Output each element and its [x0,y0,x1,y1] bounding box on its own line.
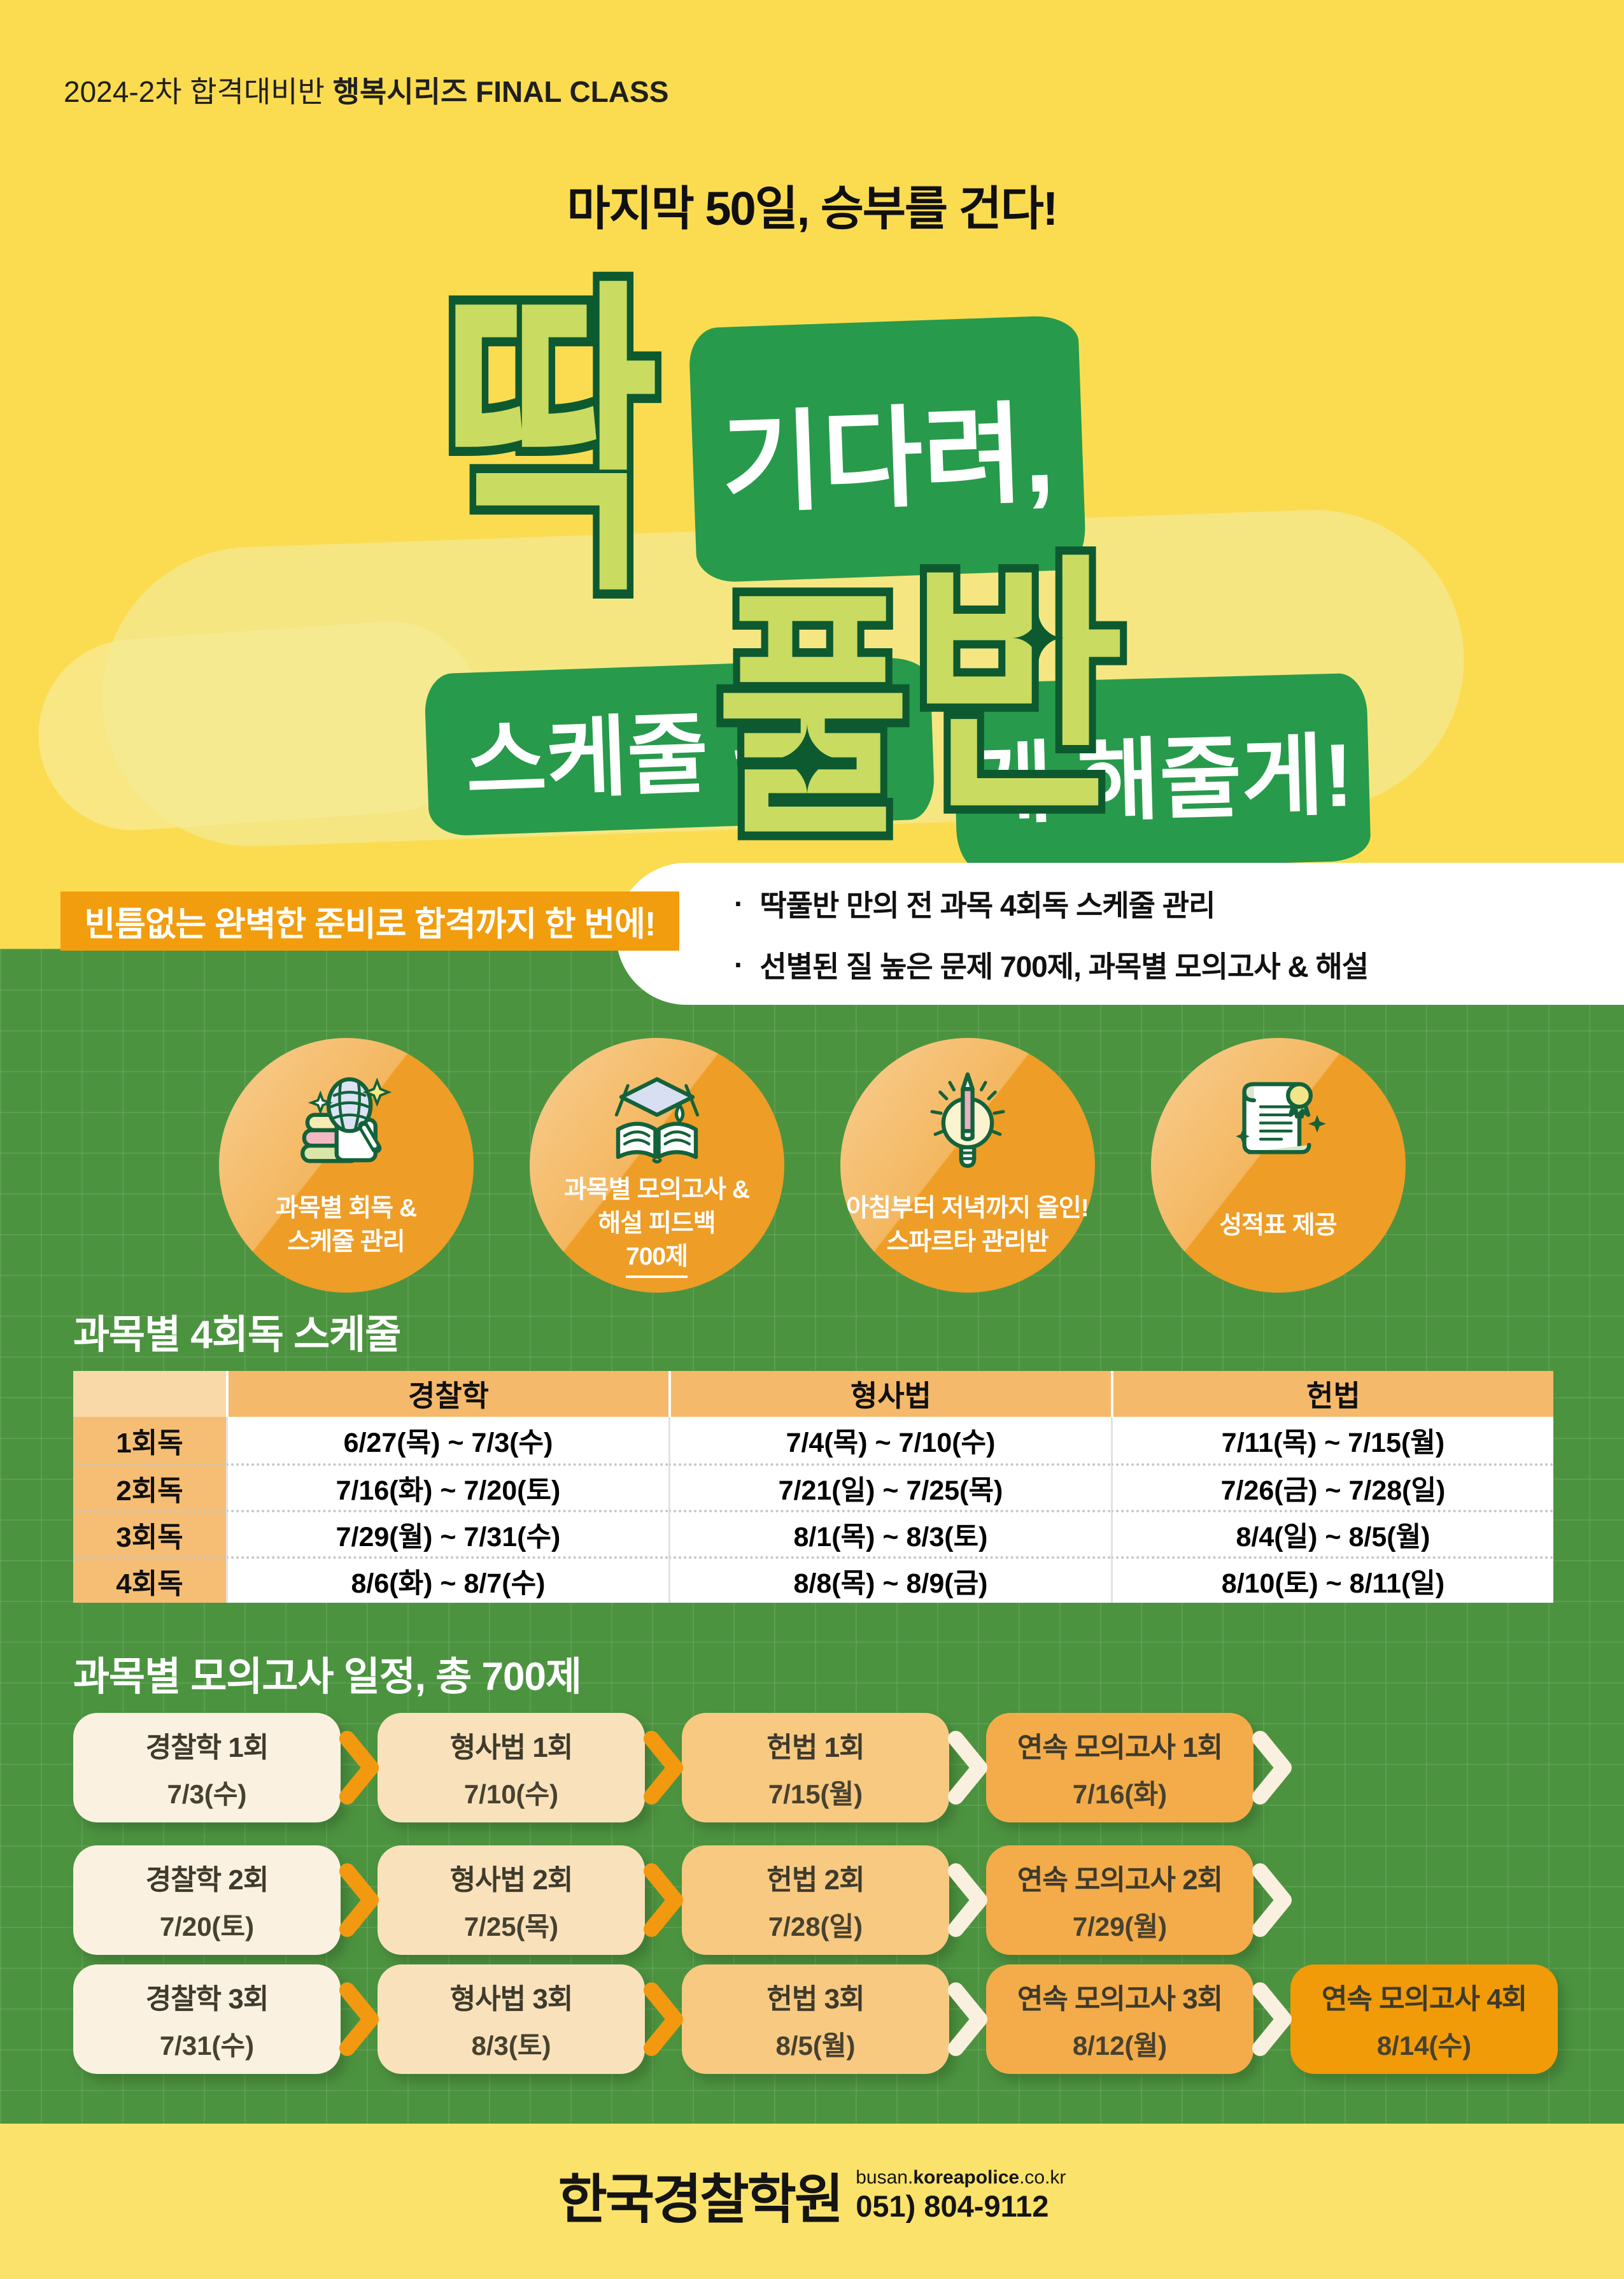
gradcap-book-icon [600,1065,714,1178]
table-row: 3회독 7/29(월) ~ 7/31(수) 8/1(목) ~ 8/3(토) 8/… [73,1510,1553,1556]
mock-exam-chip: 형사법 1회 7/10(수) [378,1713,645,1822]
feature-label: 아침부터 저녁까지 올인! 스파르타 관리반 [846,1195,1089,1256]
footer: 한국경찰학원 busan.koreapolice.co.kr 051) 804-… [0,2124,1624,2279]
mock-exam-chip: 경찰학 1회 7/3(수) [73,1713,341,1822]
chevron-right-icon [938,1859,997,1942]
books-magnifier-icon [290,1065,403,1178]
mock-exam-chip: 경찰학 3회 7/31(수) [73,1964,341,2074]
table-row: 1회독 6/27(목) ~ 7/3(수) 7/4(목) ~ 7/10(수) 7/… [73,1417,1553,1463]
sparkle-icon: ✦ [1009,600,1068,679]
mock-exam-chip: 경찰학 2회 7/20(토) [73,1845,341,1955]
brush-highlight-decoration-small [32,614,490,837]
schedule-table: 경찰학 형사법 헌법 1회독 6/27(목) ~ 7/3(수) 7/4(목) ~… [73,1371,1553,1603]
benefit-bullet: · 딱풀반 만의 전 과목 4회독 스케줄 관리 [734,883,1624,925]
table-header-row: 경찰학 형사법 헌법 [73,1371,1553,1417]
table-row: 4회독 8/6(화) ~ 8/7(수) 8/8(목) ~ 8/9(금) 8/10… [73,1556,1553,1603]
feature-label: 과목별 모의고사 & 해설 피드백 700제 [564,1176,750,1278]
chevron-right-icon [1243,1859,1301,1942]
chevron-right-icon [634,1859,693,1942]
feature-circles-row: 과목별 회독 & 스케줄 관리 [0,1038,1624,1293]
mock-exam-chip: 형사법 2회 7/25(목) [378,1845,645,1955]
mock-exam-row-3: 경찰학 3회 7/31(수) 형사법 3회 8/3(토) 헌법 3회 8/5(월… [73,1964,1558,2074]
green-section: 과목별 회독 & 스케줄 관리 [0,949,1624,2124]
mock-exam-row-2: 경찰학 2회 7/20(토) 형사법 2회 7/25(목) 헌법 2회 7/28… [73,1845,1292,1955]
benefit-bullet: · 선별된 질 높은 문제 700제, 과목별 모의고사 & 해설 [734,944,1624,986]
chevron-right-icon [330,1978,388,2061]
table-column-header: 경찰학 [226,1371,668,1417]
table-corner-cell [73,1371,226,1417]
bullet-dot: · [734,886,744,920]
mock-exam-chip: 헌법 1회 7/15(월) [682,1713,949,1822]
tagline: 마지막 50일, 승부를 건다! [567,182,1059,235]
course-header-suffix: FINAL CLASS [467,75,669,108]
chevron-right-icon [938,1978,997,2061]
sparkle-icon: ✦ [767,707,847,814]
feature-label: 성적표 제공 [1219,1211,1337,1239]
chevron-right-icon [634,1726,693,1809]
bullet-dot: · [734,948,744,981]
mock-exam-chip: 헌법 2회 7/28(일) [682,1845,949,1955]
chevron-right-icon [634,1978,693,2061]
chevron-right-icon [330,1726,388,1809]
table-row: 2회독 7/16(화) ~ 7/20(토) 7/21(일) ~ 7/25(목) … [73,1463,1553,1510]
ddakpul-logo: 딱 딱 기다려, 풀 풀 게 해줄게! 스케줄 관리 반 반 ✦ ✦ [32,271,1469,872]
phone-number: 051) 804-9112 [856,2189,1049,2223]
schedule-table-title: 과목별 4회독 스케줄 [73,1313,401,1357]
feature-circle-review: 과목별 회독 & 스케줄 관리 [218,1038,474,1293]
footer-contact: busan.koreapolice.co.kr 051) 804-9112 [856,2167,1066,2224]
chevron-right-icon [938,1726,997,1809]
course-header-series: 행복시리즈 [332,75,468,108]
chevron-right-icon [330,1859,388,1942]
benefit-text: 딱풀반 만의 전 과목 4회독 스케줄 관리 [759,888,1215,922]
mock-exam-chip: 연속 모의고사 4회 8/14(수) [1290,1964,1558,2074]
feature-circle-mock-exam: 과목별 모의고사 & 해설 피드백 700제 [529,1038,784,1293]
website-url: busan.koreapolice.co.kr [856,2167,1066,2188]
mock-exam-chip: 헌법 3회 8/5(월) [682,1964,949,2074]
bulb-pencil-icon [911,1065,1024,1178]
certificate-icon [1222,1065,1335,1178]
mock-exam-chip: 연속 모의고사 2회 7/29(월) [986,1845,1253,1955]
course-header-prefix: 2024-2차 합격대비반 [64,75,333,108]
mock-exam-row-1: 경찰학 1회 7/3(수) 형사법 1회 7/10(수) 헌법 1회 7/15(… [73,1713,1292,1822]
academy-logo: 한국경찰학원 [558,2169,844,2229]
table-column-header: 형사법 [668,1371,1111,1417]
top-yellow-section: 2024-2차 합격대비반 행복시리즈 FINAL CLASS 마지막 50일,… [0,0,1624,949]
benefit-text: 선별된 질 높은 문제 700제, 과목별 모의고사 & 해설 [759,949,1369,983]
feature-circle-sparta: 아침부터 저녁까지 올인! 스파르타 관리반 [840,1038,1095,1293]
course-header-line: 2024-2차 합격대비반 행복시리즈 FINAL CLASS [64,69,668,111]
feature-label: 과목별 회독 & 스케줄 관리 [275,1195,417,1256]
benefits-panel: · 딱풀반 만의 전 과목 4회독 스케줄 관리 · 선별된 질 높은 문제 7… [616,863,1624,1005]
footer-brand-block: 한국경찰학원 busan.koreapolice.co.kr 051) 804-… [558,2157,1066,2234]
slogan-banner: 빈틈없는 완벽한 준비로 합격까지 한 번에! [60,891,679,951]
chevron-right-icon [1243,1726,1301,1809]
mock-exam-chip: 형사법 3회 8/3(토) [378,1964,645,2074]
feature-circle-report: 성적표 제공 [1150,1038,1406,1293]
chevron-right-icon [1243,1978,1301,2061]
mock-exam-chip: 연속 모의고사 1회 7/16(화) [986,1713,1253,1822]
table-column-header: 헌법 [1111,1371,1553,1417]
mock-exam-title: 과목별 모의고사 일정, 총 700제 [73,1655,582,1699]
mock-exam-chip: 연속 모의고사 3회 8/12(월) [986,1964,1253,2074]
